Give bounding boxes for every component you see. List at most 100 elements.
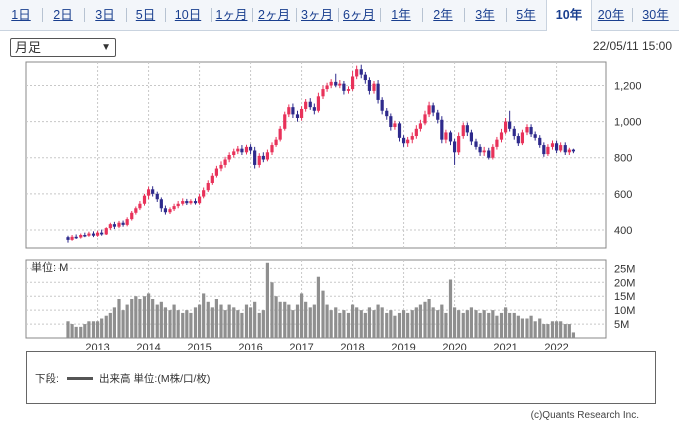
tab-separator [165, 8, 166, 22]
candle-body [444, 132, 448, 140]
tab-13[interactable]: 5年 [506, 0, 546, 30]
volume-bar [487, 312, 491, 338]
x-tick-label: 2022 [544, 342, 568, 350]
price-tick-label: 400 [614, 225, 632, 237]
volume-bar [193, 307, 198, 338]
candle-body [189, 201, 193, 204]
tab-15[interactable]: 20年 [590, 0, 632, 30]
volume-bar [232, 307, 236, 338]
tab-8[interactable]: 3ヶ月 [296, 0, 338, 30]
tab-12[interactable]: 3年 [464, 0, 506, 30]
tab-separator [42, 8, 43, 22]
tab-separator [252, 8, 253, 22]
volume-bar [503, 307, 508, 338]
tab-10[interactable]: 1年 [380, 0, 422, 30]
period-tabs: 1日 2日 3日 5日 10日 1ヶ月 2ヶ月 3ヶ月 6ヶ月 1年 2年 3年 5年 10年 20年 30年 [0, 0, 679, 31]
tab-14[interactable]: 10年 [546, 0, 592, 31]
volume-bar [389, 310, 393, 338]
candle-body [559, 145, 563, 151]
candle-body [410, 136, 414, 140]
volume-bar [538, 318, 542, 338]
tab-separator [422, 8, 423, 22]
candle-body [406, 139, 410, 144]
candle-body [70, 236, 74, 240]
candle-body [134, 208, 138, 213]
candle-body [121, 222, 125, 225]
candle-body [227, 155, 231, 160]
tab-4[interactable]: 5日 [126, 0, 165, 30]
tab-2[interactable]: 2日 [42, 0, 84, 30]
candle-body [79, 234, 83, 238]
tab-9[interactable]: 6ヶ月 [338, 0, 380, 30]
volume-bar [321, 290, 325, 338]
tab-separator [338, 8, 339, 22]
candle-body [440, 119, 444, 140]
price-tick-label: 1,200 [614, 80, 642, 92]
volume-bar [79, 326, 83, 338]
candle-body [91, 233, 96, 236]
tab-label: 20年 [597, 8, 625, 22]
volume-bar [359, 310, 363, 338]
candle-body [571, 149, 576, 152]
volume-bar [516, 315, 520, 338]
x-tick-label: 2016 [238, 342, 262, 350]
tab-16[interactable]: 30年 [632, 0, 679, 30]
tab-label: 1年 [391, 8, 411, 22]
tab-5[interactable]: 10日 [165, 0, 211, 30]
candle-body [142, 195, 147, 204]
candle-body [469, 132, 474, 142]
candle-body [155, 193, 159, 200]
volume-tick-label: 5M [614, 319, 629, 331]
candle-body [223, 159, 227, 165]
candle-body [163, 208, 168, 213]
candle-body [457, 136, 461, 153]
tab-11[interactable]: 2年 [422, 0, 464, 30]
tab-3[interactable]: 3日 [84, 0, 126, 30]
volume-bar [385, 312, 389, 338]
candle-body [418, 123, 423, 129]
volume-bar [533, 321, 537, 338]
candle-body [516, 136, 520, 144]
candle-body [112, 224, 117, 227]
volume-bar [189, 312, 193, 338]
candle-body [299, 108, 304, 118]
x-tick-label: 2020 [442, 342, 466, 350]
candle-body [176, 203, 180, 207]
candle-body [232, 151, 236, 155]
candle-body [423, 114, 427, 124]
volume-bar [363, 312, 367, 338]
volume-bar [474, 310, 478, 338]
volume-bar [410, 310, 414, 338]
candle-body [520, 132, 525, 144]
volume-tick-label: 10M [614, 305, 635, 317]
candle-body [389, 116, 393, 128]
tab-7[interactable]: 2ヶ月 [252, 0, 296, 30]
candle-body [478, 146, 482, 153]
candle-body [146, 189, 151, 196]
volume-bar [104, 315, 108, 338]
x-tick-label: 2017 [289, 342, 313, 350]
volume-bar [236, 310, 240, 338]
candle-body [185, 201, 189, 204]
candle-body [508, 121, 512, 129]
volume-bar [559, 321, 563, 338]
volume-bar [112, 307, 117, 338]
volume-bar [376, 304, 380, 338]
period-select[interactable]: 月足 ▼ [10, 38, 116, 57]
volume-bar [176, 310, 180, 338]
volume-bar [287, 304, 291, 338]
candle-body [312, 107, 316, 111]
volume-bar [508, 312, 512, 338]
candle-body [219, 164, 223, 169]
volume-bar [334, 307, 338, 338]
candle-body [474, 141, 478, 147]
tab-6[interactable]: 1ヶ月 [211, 0, 252, 30]
volume-bar [214, 299, 219, 338]
tab-1[interactable]: 1日 [0, 0, 42, 30]
tab-label: 2ヶ月 [258, 8, 290, 22]
candle-body [104, 228, 108, 235]
x-tick-label: 2014 [136, 342, 160, 350]
candle-body [100, 232, 104, 235]
volume-bar [163, 307, 168, 338]
volume-bar [291, 310, 295, 338]
